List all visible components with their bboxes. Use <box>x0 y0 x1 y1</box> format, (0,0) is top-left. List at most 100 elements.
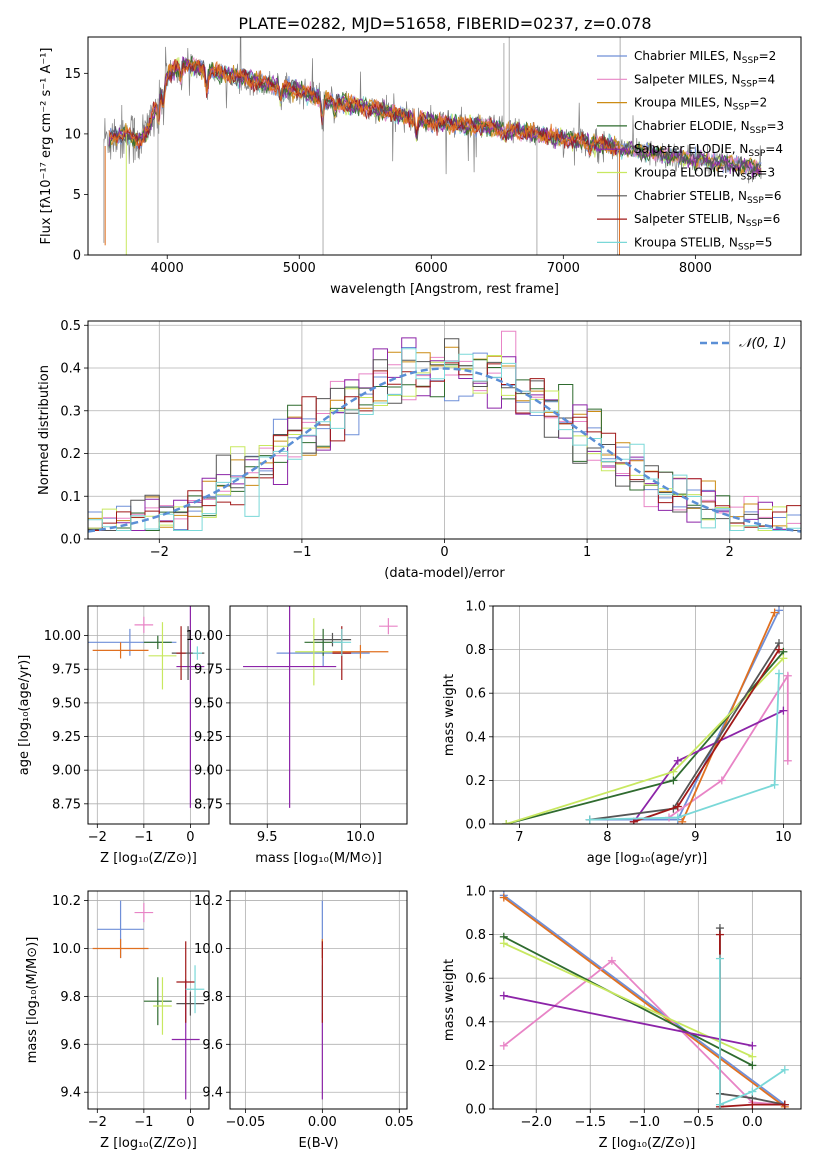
y-tick-label: 9.50 <box>194 696 223 711</box>
y-tick-label: 0.8 <box>465 643 486 658</box>
y-tick-label: 9.4 <box>60 1086 81 1101</box>
y-tick-label: 9.8 <box>202 990 223 1005</box>
x-axis-label: (data-model)/error <box>384 566 505 581</box>
x-tick-label: 0 <box>186 830 194 845</box>
legend-label: Kroupa MILES, NSSP=2 <box>634 96 767 113</box>
spectrum-plot-area <box>103 37 762 255</box>
x-tick-label: 0.0 <box>742 1115 763 1130</box>
y-tick-label: 10.0 <box>52 942 81 957</box>
x-tick-label: 2 <box>726 545 734 560</box>
y-tick-label: 0.5 <box>60 319 81 334</box>
y-tick-label: 10.2 <box>194 894 223 909</box>
weight-vs-age-chart: 7 8 9 10 0.0 0.2 0.4 0.6 0.8 1.0 age [log₁₀(age/yr… <box>442 600 802 866</box>
y-tick-label: 10.2 <box>52 894 81 909</box>
x-tick-label: −2.0 <box>520 1115 552 1130</box>
weight-vs-z-plot-area <box>499 891 789 1109</box>
y-tick-label: 5 <box>73 188 81 203</box>
y-axis-label: Normed distribution <box>37 365 52 495</box>
weight-line <box>503 994 753 1047</box>
age-vs-mass-chart: 9.5 10.0 8.75 9.00 9.25 9.50 9.75 10.00 mass [lo… <box>186 605 408 866</box>
x-tick-label: 0.00 <box>308 1115 337 1130</box>
weight-line <box>503 896 786 1108</box>
x-tick-label: 7 <box>515 830 523 845</box>
y-tick-label: 1.0 <box>465 885 486 900</box>
legend-label: Salpeter MILES, NSSP=4 <box>634 72 775 89</box>
legend-label: Chabrier MILES, NSSP=2 <box>634 49 776 66</box>
y-tick-label: 0.3 <box>60 404 81 419</box>
y-tick-label: 0.4 <box>465 730 486 745</box>
weight-line <box>589 673 780 821</box>
age-vs-z-chart: −2 −1 0 8.75 9.00 9.25 9.50 9.75 10.00 Z [log₁₀(Z… <box>17 605 210 866</box>
axes-frame <box>492 890 802 1110</box>
residuals-plot-area <box>88 330 801 533</box>
legend-label: Salpeter ELODIE, NSSP=4 <box>634 142 783 159</box>
legend-label: 𝒩(0, 1) <box>739 336 786 351</box>
weight-vs-age-plot-area <box>502 606 792 824</box>
mass-vs-z-chart: −2 −1 0 9.4 9.6 9.8 10.0 10.2 Z [log₁₀(Z/Z⊙)] mas… <box>25 890 210 1151</box>
y-axis-label: mass weight <box>442 959 457 1041</box>
x-tick-label: 6000 <box>415 261 448 276</box>
weight-vs-z-chart: −2.0 −1.5 −1.0 −0.5 0.0 0.0 0.2 0.4 0.6 0.8 1.0 Z [… <box>442 885 802 1151</box>
x-tick-label: −1.5 <box>574 1115 606 1130</box>
mass-vs-z-plot-area <box>92 900 205 1100</box>
x-tick-label: −1 <box>134 830 153 845</box>
x-tick-label: 0 <box>186 1115 194 1130</box>
y-tick-label: 0.1 <box>60 490 81 505</box>
y-tick-label: 9.25 <box>194 730 223 745</box>
x-tick-label: 9.5 <box>257 830 278 845</box>
x-axis-label: E(B-V) <box>298 1136 338 1151</box>
figure-title: PLATE=0282, MJD=51658, FIBERID=0237, z=0… <box>238 14 651 33</box>
legend-label: Salpeter STELIB, NSSP=6 <box>634 212 780 229</box>
y-tick-label: 10 <box>64 127 81 142</box>
x-tick-label: −1 <box>134 1115 153 1130</box>
mass-vs-ebv-chart: −0.05 0.00 0.05 9.4 9.6 9.8 10.0 10.2 E(B-V) <box>194 890 414 1151</box>
weight-line <box>633 649 780 823</box>
x-tick-label: 4000 <box>151 261 184 276</box>
histogram-step-kroupa-stelib <box>88 348 801 531</box>
x-tick-label: 1 <box>583 545 591 560</box>
x-tick-label: 5000 <box>283 261 316 276</box>
y-tick-label: 0.0 <box>60 533 81 548</box>
axes-frame <box>87 890 210 1110</box>
y-tick-label: 9.4 <box>202 1086 223 1101</box>
y-tick-label: 0.6 <box>465 687 486 702</box>
y-tick-label: 9.50 <box>52 696 81 711</box>
weight-line <box>503 942 753 1058</box>
x-tick-label: 10.0 <box>346 830 375 845</box>
y-axis-label: mass weight <box>442 674 457 756</box>
y-tick-label: 9.00 <box>52 764 81 779</box>
x-tick-label: 8 <box>603 830 611 845</box>
y-tick-label: 0.6 <box>465 972 486 987</box>
x-tick-label: −2 <box>88 830 107 845</box>
y-tick-label: 9.6 <box>60 1038 81 1053</box>
residuals-chart: −2 −1 0 1 2 0.0 0.1 0.2 0.3 0.4 0.5 (data-model)/er… <box>37 319 802 581</box>
x-axis-label: Z [log₁₀(Z/Z⊙)] <box>100 851 197 866</box>
x-tick-label: 7000 <box>547 261 580 276</box>
y-tick-label: 10.0 <box>194 942 223 957</box>
x-axis-label: age [log₁₀(age/yr)] <box>587 851 708 866</box>
y-tick-label: 15 <box>64 67 81 82</box>
y-axis-label: age [log₁₀(age/yr)] <box>17 655 32 776</box>
weight-line <box>633 709 784 823</box>
x-axis-label: Z [log₁₀(Z/Z⊙)] <box>599 1136 696 1151</box>
y-tick-label: 9.6 <box>202 1038 223 1053</box>
y-tick-label: 9.75 <box>52 663 81 678</box>
y-tick-label: 0 <box>73 249 81 264</box>
model-spectrum-line-bestfit-orange <box>108 59 619 157</box>
x-tick-label: 0.05 <box>385 1115 414 1130</box>
y-tick-label: 0.0 <box>465 818 486 833</box>
y-tick-label: 1.0 <box>465 600 486 615</box>
normal-distribution-curve <box>88 367 801 533</box>
legend-label: Kroupa ELODIE, NSSP=3 <box>634 166 775 183</box>
age-vs-mass-plot-area <box>243 606 398 808</box>
spectrum-legend: Chabrier MILES, NSSP=2 Salpeter MILES, NS… <box>597 49 784 252</box>
x-tick-label: 8000 <box>679 261 712 276</box>
axes-frame <box>492 605 802 825</box>
y-tick-label: 8.75 <box>194 797 223 812</box>
y-tick-label: 10.00 <box>186 629 223 644</box>
x-tick-label: −0.05 <box>225 1115 265 1130</box>
legend-label: Kroupa STELIB, NSSP=5 <box>634 235 772 252</box>
y-tick-label: 0.0 <box>465 1103 486 1118</box>
